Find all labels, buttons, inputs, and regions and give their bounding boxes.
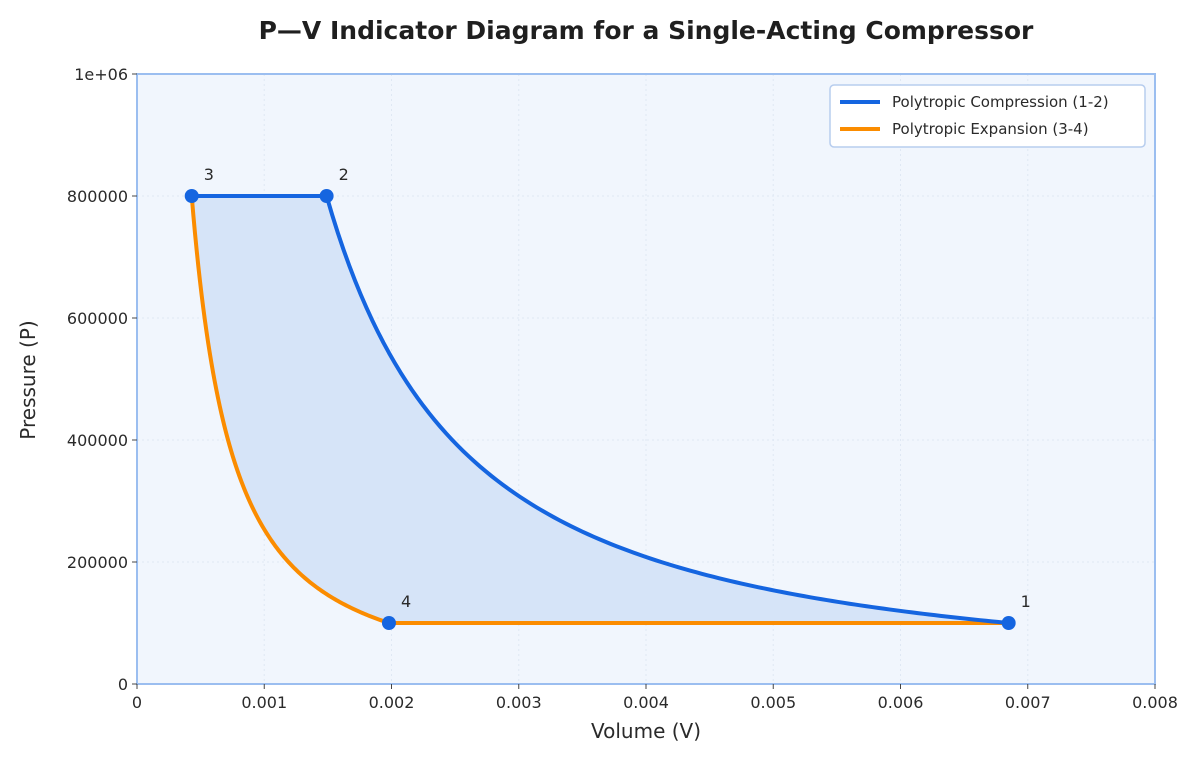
x-axis-ticks: 0 0.001 0.002 0.003 0.004 0.005 0.006 0.007 0.00… xyxy=(132,684,1178,712)
state-point-4 xyxy=(381,616,396,630)
y-tick-label: 600000 xyxy=(67,309,128,328)
state-point-label-3: 3 xyxy=(204,165,214,184)
y-tick-label: 200000 xyxy=(67,553,128,572)
x-axis-label: Volume (V) xyxy=(591,719,701,743)
chart-title: P—V Indicator Diagram for a Single-Actin… xyxy=(259,16,1034,45)
x-tick-label: 0.001 xyxy=(241,693,287,712)
state-point-1 xyxy=(1001,616,1016,630)
state-point-label-2: 2 xyxy=(339,165,349,184)
state-point-label-1: 1 xyxy=(1021,592,1031,611)
y-tick-label: 400000 xyxy=(67,431,128,450)
series-line-compression xyxy=(324,194,1011,625)
x-tick-label: 0.004 xyxy=(623,693,669,712)
y-tick-label: 800000 xyxy=(67,187,128,206)
legend-entry-label: Polytropic Expansion (3-4) xyxy=(892,120,1089,138)
x-tick-label: 0.002 xyxy=(369,693,415,712)
x-tick-label: 0.007 xyxy=(1005,693,1051,712)
y-axis-label: Pressure (P) xyxy=(16,320,40,439)
series-lines xyxy=(189,194,1011,625)
y-axis-ticks: 0 200000 400000 600000 800000 1e+06 xyxy=(67,65,137,694)
state-point-3 xyxy=(184,189,199,203)
state-point-label-4: 4 xyxy=(401,592,411,611)
y-tick-label: 0 xyxy=(118,675,128,694)
legend-box xyxy=(829,84,1146,148)
x-tick-label: 0.008 xyxy=(1132,693,1178,712)
series-line-expansion xyxy=(189,194,391,625)
y-tick-label: 1e+06 xyxy=(74,65,128,84)
x-tick-label: 0.006 xyxy=(878,693,924,712)
state-point-2 xyxy=(319,189,334,203)
x-tick-label: 0.005 xyxy=(750,693,796,712)
x-tick-label: 0 xyxy=(132,693,142,712)
cycle-area-fill xyxy=(191,196,1009,623)
x-tick-label: 0.003 xyxy=(496,693,542,712)
state-points: 1 2 3 4 xyxy=(184,165,1031,630)
legend: Polytropic Compression (1-2) Polytropic E… xyxy=(829,84,1146,148)
legend-entry-label: Polytropic Compression (1-2) xyxy=(892,93,1109,111)
